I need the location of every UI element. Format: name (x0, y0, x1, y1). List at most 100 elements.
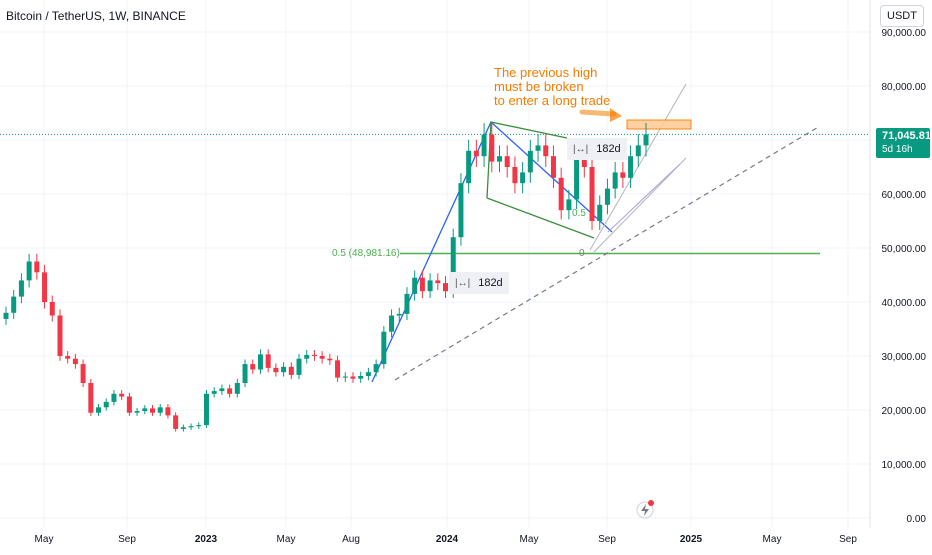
x-tick-label: Sep (118, 534, 136, 545)
x-tick-label: May (277, 534, 296, 545)
candle-body (196, 425, 202, 427)
annotation-line: The previous high (494, 65, 598, 80)
candle-body (42, 272, 48, 302)
candle-body (257, 354, 263, 370)
candle-body (242, 364, 248, 383)
candle-body (358, 375, 364, 379)
candle-body (150, 408, 156, 413)
candle-body (49, 302, 55, 316)
dashed-trendline (394, 125, 821, 381)
candle-body (26, 261, 32, 281)
candle-body (142, 408, 148, 412)
candle-body (126, 396, 132, 413)
candle-body (111, 393, 117, 402)
y-tick-label: 10,000.00 (882, 460, 927, 471)
trade-annotation[interactable]: The previous high must be broken to ente… (494, 66, 610, 108)
pattern-duration-label[interactable]: |↔| 182d (449, 272, 509, 294)
fib-level-label: 0.5 (48,981.16) (332, 248, 400, 259)
candle-body (234, 383, 240, 394)
x-tick-label: Sep (598, 534, 616, 545)
candle-body (558, 177, 564, 211)
candle-body (543, 145, 549, 157)
flag-lower-line (486, 197, 595, 239)
candle-body (481, 134, 487, 157)
candle-body (296, 358, 302, 375)
candle-body (535, 145, 541, 151)
candle-body (612, 172, 618, 189)
candle-body (88, 383, 94, 413)
candle-body (466, 150, 472, 184)
candle-body (566, 199, 572, 211)
candle-body (203, 393, 209, 426)
candle-body (157, 407, 163, 413)
x-tick-label: 2023 (195, 534, 218, 545)
x-tick-label: May (520, 534, 539, 545)
pattern-duration-text: 182d (478, 277, 503, 289)
y-tick-label: 50,000.00 (882, 244, 927, 255)
candle-body (620, 172, 626, 178)
range-icon: |↔| (573, 144, 589, 155)
candle-body (273, 367, 279, 373)
candle-body (412, 277, 418, 294)
candle-body (335, 360, 341, 378)
pattern-duration-text: 182d (596, 143, 621, 155)
last-price-value: 71,045.81 (882, 130, 931, 142)
candle-body (443, 283, 449, 292)
candle-body (96, 407, 102, 413)
candle-body (311, 354, 317, 356)
candle-body (520, 172, 526, 184)
fib-mid-label: 0.5 (572, 208, 586, 219)
candle-body (489, 134, 495, 162)
candle-body (435, 280, 441, 284)
candle-body (628, 156, 634, 178)
candle-body (597, 204, 603, 221)
candle-body (342, 376, 348, 378)
range-icon: |↔| (455, 278, 471, 289)
annotation-arrow-head (610, 108, 622, 122)
currency-button[interactable]: USDT (880, 5, 924, 27)
x-tick-label: 2024 (436, 534, 459, 545)
y-tick-label: 80,000.00 (882, 82, 927, 93)
candle-body (134, 411, 140, 413)
candle-body (103, 401, 109, 408)
candle-body (350, 376, 356, 379)
candle-body (512, 167, 518, 184)
bar-countdown: 5d 16h (882, 144, 913, 155)
candle-body (365, 372, 371, 376)
candle-body (574, 150, 580, 200)
channel-line-lower (593, 157, 687, 253)
candle-body (327, 358, 333, 361)
flag-upper-line (490, 121, 568, 139)
y-tick-label: 0.00 (907, 514, 927, 525)
candle-body (396, 313, 402, 316)
target-zone (626, 119, 692, 130)
candle-body (635, 145, 641, 157)
candle-body (527, 150, 533, 173)
x-tick-label: 2025 (680, 534, 703, 545)
candle-body (427, 280, 433, 292)
candle-body (458, 183, 464, 238)
candle-body (265, 354, 271, 368)
candle-body (219, 388, 225, 392)
pattern-duration-label[interactable]: |↔| 182d (567, 138, 627, 160)
y-tick-label: 20,000.00 (882, 406, 927, 417)
candle-body (381, 331, 387, 365)
candle-body (288, 366, 294, 375)
candle-body (165, 407, 171, 416)
channel-line-mid (607, 163, 681, 233)
y-tick-label: 60,000.00 (882, 190, 927, 201)
candle-body (643, 134, 649, 146)
candle-body (496, 156, 502, 162)
x-tick-label: Sep (839, 534, 857, 545)
candle-body (250, 364, 256, 370)
symbol-title: Bitcoin / TetherUS, 1W, BINANCE (6, 9, 186, 23)
candle-body (319, 356, 325, 359)
candle-body (281, 366, 287, 373)
annotation-arrow-shaft (579, 109, 617, 117)
candle-body (11, 296, 17, 313)
y-tick-label: 30,000.00 (882, 352, 927, 363)
candle-body (450, 237, 456, 292)
candle-body (180, 427, 186, 429)
